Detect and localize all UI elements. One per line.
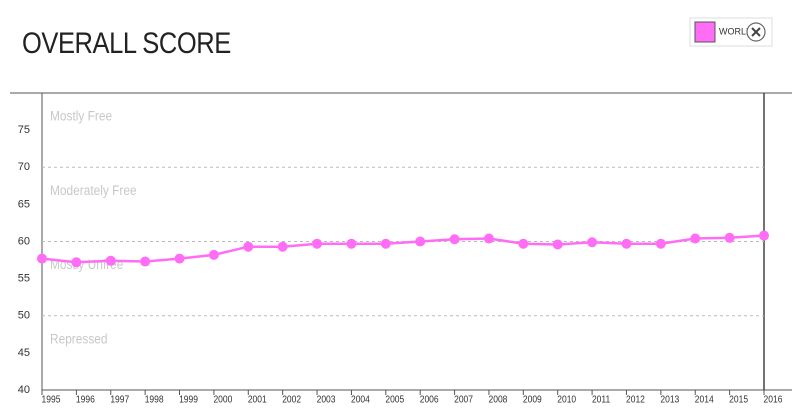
x-tick-label: 2013 [660, 394, 679, 405]
data-point [243, 241, 254, 252]
data-point [587, 237, 598, 248]
x-tick-label: 2016 [764, 394, 783, 405]
x-tick-label: 2002 [282, 394, 301, 405]
data-point [724, 232, 735, 243]
y-tick-label: 75 [18, 124, 30, 136]
data-point [71, 257, 82, 268]
y-tick-label: 40 [18, 384, 30, 396]
data-point [105, 255, 116, 266]
data-point [346, 238, 357, 249]
data-point [449, 234, 460, 245]
x-tick-label: 2010 [557, 394, 576, 405]
remove-series-button[interactable] [746, 22, 766, 42]
zone-label: Mostly Free [50, 108, 112, 124]
x-tick-label: 2003 [317, 394, 336, 405]
x-tick-label: 2015 [729, 394, 748, 405]
zone-label: Moderately Free [50, 182, 137, 198]
x-tick-label: 1998 [145, 394, 164, 405]
x-tick-label: 1996 [76, 394, 95, 405]
series-line [41, 234, 765, 264]
x-tick-label: 2008 [489, 394, 508, 405]
data-point [37, 253, 47, 264]
data-point [759, 230, 769, 241]
data-point [415, 236, 426, 247]
x-tick-label: 2001 [248, 394, 267, 405]
legend-swatch [694, 21, 716, 43]
x-tick-label: 2012 [626, 394, 645, 405]
data-point [621, 238, 632, 249]
x-tick-label: 2005 [385, 394, 404, 405]
data-point [380, 238, 391, 249]
x-tick-label: 2009 [523, 394, 542, 405]
x-tick-label: 2000 [213, 394, 232, 405]
chart-title: OVERALL SCORE [22, 26, 231, 59]
legend: WORLD [689, 17, 773, 47]
x-tick-label: 1999 [179, 394, 198, 405]
data-point [277, 241, 288, 252]
data-point [655, 238, 666, 249]
x-tick-label: 2007 [454, 394, 473, 405]
y-tick-label: 55 [18, 273, 30, 285]
remove-button-icon[interactable] [751, 27, 761, 37]
y-tick-label: 50 [18, 310, 30, 322]
x-tick-label: 1995 [42, 394, 61, 405]
data-point [312, 238, 323, 249]
y-tick-label: 70 [18, 161, 30, 173]
x-tick-label: 2006 [420, 394, 439, 405]
y-tick-label: 60 [18, 235, 30, 247]
data-point [552, 239, 563, 250]
data-point [208, 249, 219, 260]
zone-label: Repressed [50, 331, 108, 347]
data-point [140, 256, 151, 267]
data-point [483, 233, 494, 244]
x-tick-label: 2004 [351, 394, 370, 405]
data-point [518, 238, 529, 249]
x-tick-label: 2014 [695, 394, 714, 405]
y-tick-label: 65 [18, 198, 30, 210]
data-point [174, 253, 185, 264]
y-tick-label: 45 [18, 347, 30, 359]
x-tick-label: 1997 [110, 394, 129, 405]
x-tick-label: 2011 [592, 394, 610, 405]
data-point [690, 233, 701, 244]
legend-label: WORLD [719, 26, 753, 36]
